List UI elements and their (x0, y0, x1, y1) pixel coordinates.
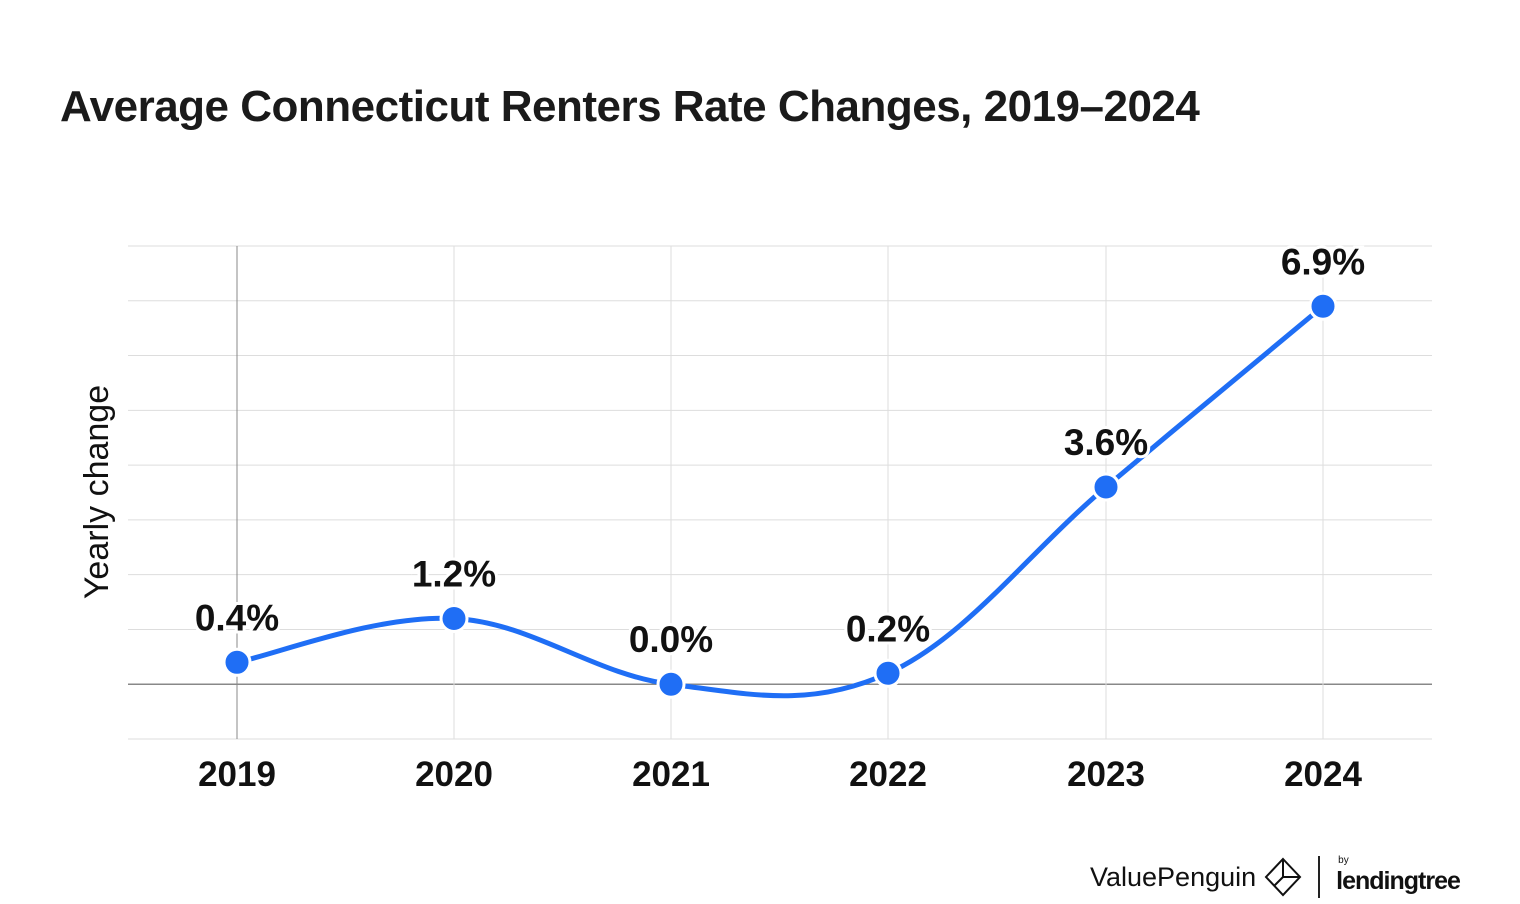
data-labels: 0.4% 1.2% 0.0% 0.2% 3.6% 6.9% (192, 238, 1368, 663)
data-label: 0.2% (846, 608, 930, 649)
x-tick-label: 2023 (1067, 755, 1145, 794)
data-label: 0.0% (629, 619, 713, 660)
data-label: 0.4% (195, 597, 279, 638)
data-point (1308, 291, 1338, 321)
data-point (1091, 472, 1121, 502)
data-label: 6.9% (1281, 241, 1365, 282)
data-point (439, 603, 469, 633)
data-label: 3.6% (1064, 422, 1148, 463)
data-point (222, 647, 252, 677)
x-tick-labels: 2019 2020 2021 2022 2023 2024 (198, 755, 1362, 794)
lendingtree-logo-text: by lendingtree (1336, 855, 1461, 896)
x-tick-label: 2024 (1284, 755, 1362, 794)
chart-title: Average Connecticut Renters Rate Changes… (60, 82, 1200, 131)
by-text: by (1338, 854, 1349, 866)
x-tick-label: 2022 (849, 755, 927, 794)
x-tick-label: 2020 (415, 755, 493, 794)
series-line (234, 303, 1326, 699)
grid (128, 245, 1432, 740)
data-label: 1.2% (412, 553, 496, 594)
data-point (873, 658, 903, 688)
data-point (656, 669, 686, 699)
valuepenguin-logo-text: ValuePenguin (1090, 861, 1257, 892)
data-points (222, 291, 1338, 699)
valuepenguin-diamond-icon (1264, 857, 1302, 897)
x-tick-label: 2021 (632, 755, 710, 794)
logo-divider (1318, 856, 1321, 898)
brand-logo: ValuePenguin by lendingtree (1090, 855, 1461, 899)
lendingtree-text: lendingtree (1336, 866, 1461, 895)
x-tick-label: 2019 (198, 755, 276, 794)
y-axis-label: Yearly change (78, 385, 116, 599)
